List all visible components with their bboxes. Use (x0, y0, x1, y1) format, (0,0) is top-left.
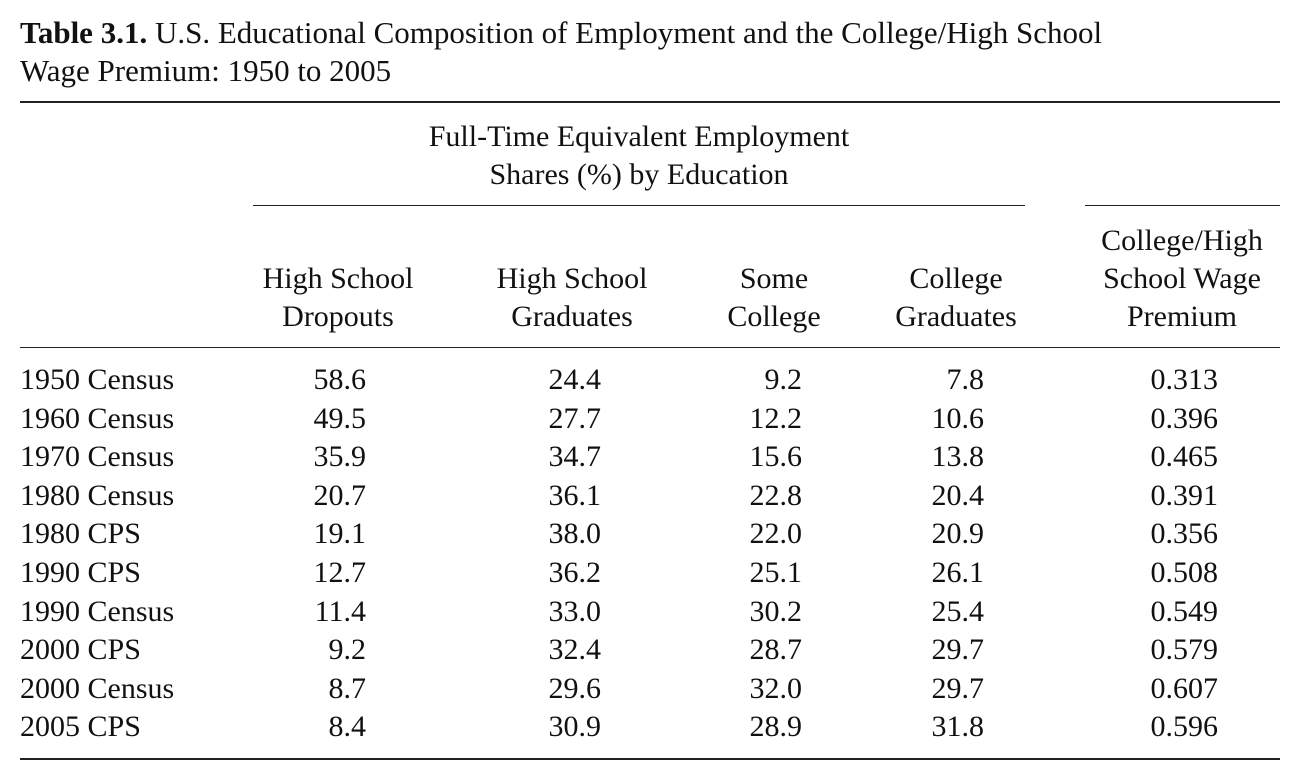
table-label: Table 3.1. (20, 15, 148, 50)
table-cell: 0.579 (1150, 633, 1219, 667)
table-cell: 20.7 (313, 478, 367, 512)
table-cell: 0.465 (1150, 440, 1219, 474)
header-rule (20, 347, 1280, 348)
column-header-line (467, 222, 677, 260)
column-header-line: Some (739, 262, 809, 295)
table-cell: 32.4 (548, 633, 602, 667)
column-header-line (233, 222, 443, 260)
column-header: College/High School Wage Premium (1077, 222, 1287, 336)
table-cell: 29.6 (548, 671, 602, 705)
table-cell: 24.4 (548, 363, 602, 396)
table-cell: 22.8 (749, 478, 803, 512)
table-cell: 0.508 (1150, 556, 1219, 589)
table-cell: 29.7 (931, 633, 985, 667)
top-rule (20, 101, 1280, 103)
table-cell: 33.0 (548, 594, 602, 628)
table-cell: 19.1 (313, 517, 367, 551)
table-cell: 0.549 (1150, 594, 1219, 628)
column-header-line: Graduates (511, 300, 633, 333)
row-label: 1980 Census (20, 478, 175, 512)
table-cell: 8.7 (328, 671, 367, 705)
table-cell: 26.1 (931, 556, 985, 589)
table-cell: 30.9 (548, 710, 602, 744)
column-header: High School Dropouts (233, 222, 443, 336)
row-label: 2000 Census (20, 671, 175, 705)
spanner-rule (253, 205, 1025, 206)
table-cell: 0.396 (1150, 401, 1219, 435)
row-label: 2000 CPS (20, 633, 141, 667)
table-cell: 34.7 (548, 440, 602, 474)
table-cell: 22.0 (749, 517, 803, 551)
table-cell: 20.4 (931, 478, 985, 512)
column-header-line: Premium (1127, 300, 1237, 333)
premium-spanner-rule (1085, 205, 1280, 206)
caption-line-1: Table 3.1. U.S. Educational Composition … (20, 14, 1290, 52)
column-header-line: College/High (1101, 224, 1263, 257)
row-label: 2005 CPS (20, 710, 141, 744)
column-header-line (851, 222, 1061, 260)
spanner-line-1: Full-Time Equivalent Employment (428, 120, 850, 153)
column-header-line: College (909, 262, 1003, 295)
row-label: 1960 Census (20, 401, 175, 435)
table-cell: 0.607 (1150, 671, 1219, 705)
table-cell: 25.4 (931, 594, 985, 628)
table-cell: 31.8 (931, 710, 985, 744)
table-cell: 11.4 (314, 594, 366, 628)
table-cell: 8.4 (328, 710, 367, 744)
row-label: 1980 CPS (20, 517, 141, 551)
table-cell: 27.7 (548, 401, 602, 435)
table-cell: 28.9 (749, 710, 803, 744)
column-header: High School Graduates (467, 222, 677, 336)
table-cell: 32.0 (749, 671, 803, 705)
table-cell: 49.5 (313, 401, 367, 435)
row-label: 1990 Census (20, 594, 175, 628)
table-cell: 30.2 (749, 594, 803, 628)
table-cell: 9.2 (764, 363, 803, 396)
column-header-line: High School (496, 262, 648, 295)
table-cell: 0.596 (1150, 710, 1219, 744)
table-title-continued: Wage Premium: 1950 to 2005 (20, 53, 392, 88)
table-cell: 38.0 (548, 517, 602, 551)
spanner-line-2: Shares (%) by Education (489, 158, 789, 191)
column-header-line: College (727, 300, 821, 333)
column-header-line: School Wage (1103, 262, 1261, 295)
table-cell: 12.2 (749, 401, 803, 435)
row-label: 1950 Census (20, 363, 175, 396)
table-cell: 12.7 (313, 556, 367, 589)
table-cell: 15.6 (749, 440, 803, 474)
table-title: U.S. Educational Composition of Employme… (154, 15, 1103, 50)
table-cell: 35.9 (313, 440, 367, 474)
spanner-heading: Full-Time Equivalent Employment Shares (… (253, 118, 1025, 194)
table-cell: 28.7 (749, 633, 803, 667)
table-cell: 13.8 (931, 440, 985, 474)
table-caption: Table 3.1. U.S. Educational Composition … (20, 14, 1290, 90)
column-header: College Graduates (851, 222, 1061, 336)
bottom-rule (20, 758, 1280, 760)
table-cell: 10.6 (931, 401, 985, 435)
table-cell: 0.391 (1150, 478, 1219, 512)
table-cell: 29.7 (931, 671, 985, 705)
column-header: Some College (669, 222, 879, 336)
column-header-line: Graduates (895, 300, 1017, 333)
column-header-line (669, 222, 879, 260)
table-cell: 9.2 (328, 633, 367, 667)
table-cell: 36.2 (548, 556, 602, 589)
table-cell: 0.356 (1150, 517, 1219, 551)
table-cell: 20.9 (931, 517, 985, 551)
table-cell: 58.6 (313, 363, 367, 396)
table-cell: 0.313 (1150, 363, 1219, 396)
table-cell: 36.1 (548, 478, 602, 512)
column-header-line: High School (262, 262, 414, 295)
row-label: 1970 Census (20, 440, 175, 474)
row-label: 1990 CPS (20, 556, 141, 589)
table-cell: 25.1 (749, 556, 803, 589)
table-cell: 7.8 (946, 363, 985, 396)
column-header-line: Dropouts (282, 300, 394, 333)
